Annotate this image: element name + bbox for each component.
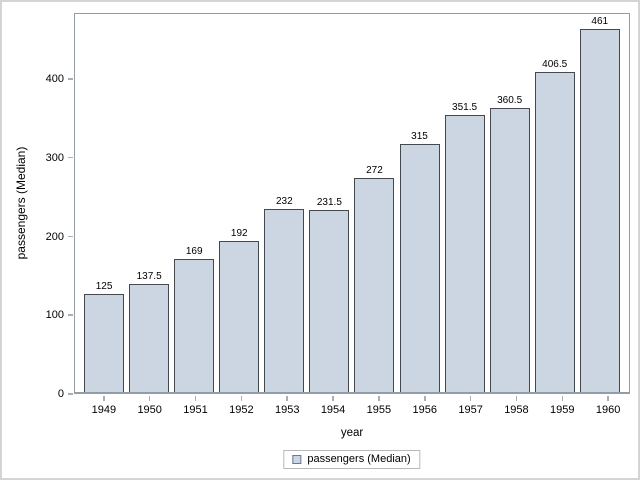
bar-value-label: 315 bbox=[411, 131, 428, 142]
x-tick-mark bbox=[148, 396, 151, 401]
x-axis-cell: 1954 bbox=[313, 396, 353, 417]
legend-swatch-icon bbox=[292, 454, 302, 464]
y-tick-mark bbox=[68, 156, 73, 159]
bar-value-label: 351.5 bbox=[452, 102, 478, 114]
x-tick-label: 1949 bbox=[91, 404, 117, 416]
x-tick-mark bbox=[424, 396, 426, 401]
x-tick-mark bbox=[378, 396, 380, 401]
x-tick-label: 1952 bbox=[229, 404, 254, 416]
bar-value-label: 272 bbox=[366, 164, 383, 176]
bar-value-label: 406.5 bbox=[542, 59, 568, 70]
x-axis-cell: 1952 bbox=[221, 396, 261, 417]
bar bbox=[489, 108, 530, 392]
bar-group: 232 bbox=[264, 14, 305, 392]
y-tick-mark bbox=[68, 314, 73, 316]
x-tick-mark bbox=[103, 396, 105, 401]
bar bbox=[444, 115, 485, 392]
y-tick-label: 0 bbox=[57, 388, 64, 400]
bar bbox=[399, 144, 440, 392]
x-tick-mark bbox=[286, 396, 288, 401]
bar bbox=[309, 209, 350, 392]
x-tick-mark bbox=[515, 396, 518, 401]
x-axis-cell: 1949 bbox=[84, 396, 124, 417]
bar-group: 315 bbox=[399, 14, 440, 392]
y-tick-label: 100 bbox=[45, 309, 64, 322]
y-tick-label: 200 bbox=[45, 230, 64, 243]
x-tick-label: 1956 bbox=[412, 404, 437, 416]
x-axis-cell: 1958 bbox=[496, 396, 536, 417]
bar bbox=[354, 177, 395, 392]
x-tick-mark bbox=[561, 396, 564, 401]
x-axis-title: year bbox=[340, 427, 364, 439]
bar-group: 169 bbox=[174, 14, 215, 392]
y-tick-label: 300 bbox=[45, 151, 64, 164]
bar-value-label: 192 bbox=[230, 227, 248, 239]
bar-group: 351.5 bbox=[444, 14, 485, 392]
y-tick-mark bbox=[68, 78, 73, 80]
x-axis-cell: 1960 bbox=[588, 396, 628, 417]
x-tick-label: 1953 bbox=[274, 404, 300, 416]
x-tick-label: 1950 bbox=[137, 404, 162, 416]
bar-value-label: 232 bbox=[275, 196, 293, 208]
bar-value-label: 125 bbox=[95, 280, 113, 292]
bar-group: 192 bbox=[219, 14, 260, 392]
bar-group: 360.5 bbox=[489, 14, 530, 392]
x-axis-cell: 1955 bbox=[359, 396, 399, 417]
x-tick-label: 1959 bbox=[550, 404, 575, 416]
bar bbox=[534, 72, 575, 392]
bar-value-label: 231.5 bbox=[316, 196, 342, 208]
bar-value-label: 137.5 bbox=[136, 270, 162, 282]
bar bbox=[264, 209, 305, 392]
bars-row: 125 137.5 169 192 232 231.5 272 315 351.5 360.5 40… bbox=[75, 14, 629, 392]
bar-group: 125 bbox=[84, 14, 125, 392]
bar-group: 272 bbox=[354, 14, 395, 392]
x-tick-label: 1960 bbox=[595, 404, 621, 416]
bar-value-label: 461 bbox=[591, 16, 609, 28]
x-axis-cell: 1957 bbox=[451, 396, 491, 417]
x-tick-mark bbox=[240, 396, 243, 401]
bar-group: 406.5 bbox=[534, 14, 575, 392]
plot-area: 125 137.5 169 192 232 231.5 272 315 351.5 360.5 40… bbox=[74, 13, 630, 394]
y-tick-label: 400 bbox=[45, 73, 64, 86]
x-tick-mark bbox=[469, 396, 472, 401]
y-tick-mark bbox=[68, 393, 73, 395]
x-axis-cell: 1959 bbox=[542, 396, 582, 417]
bar bbox=[129, 283, 170, 392]
x-tick-mark bbox=[332, 396, 334, 401]
x-tick-mark bbox=[194, 396, 197, 401]
x-tick-label: 1954 bbox=[320, 404, 346, 416]
bar bbox=[174, 259, 215, 392]
x-tick-label: 1955 bbox=[366, 404, 392, 416]
bar bbox=[84, 293, 125, 392]
bar-value-label: 169 bbox=[185, 246, 203, 257]
bar bbox=[219, 240, 260, 392]
bar bbox=[579, 29, 620, 392]
x-tick-mark bbox=[607, 396, 609, 401]
x-axis-cell: 1953 bbox=[267, 396, 307, 417]
bar-group: 461 bbox=[579, 14, 620, 392]
y-tick-mark bbox=[68, 235, 73, 238]
x-tick-label: 1958 bbox=[504, 404, 529, 416]
x-tick-label: 1957 bbox=[458, 404, 483, 416]
x-axis: 1949 1950 1951 1952 1953 1954 1955 1956 1957 1958… bbox=[74, 396, 638, 417]
bar-group: 137.5 bbox=[129, 14, 170, 392]
bar-group: 231.5 bbox=[309, 14, 350, 392]
x-axis-cell: 1956 bbox=[405, 396, 445, 417]
x-tick-label: 1951 bbox=[183, 404, 208, 416]
legend-label: passengers (Median) bbox=[307, 453, 411, 465]
bar-value-label: 360.5 bbox=[497, 95, 523, 107]
x-axis-cell: 1951 bbox=[176, 396, 216, 417]
x-axis-cell: 1950 bbox=[130, 396, 170, 417]
legend: passengers (Median) bbox=[283, 450, 421, 469]
